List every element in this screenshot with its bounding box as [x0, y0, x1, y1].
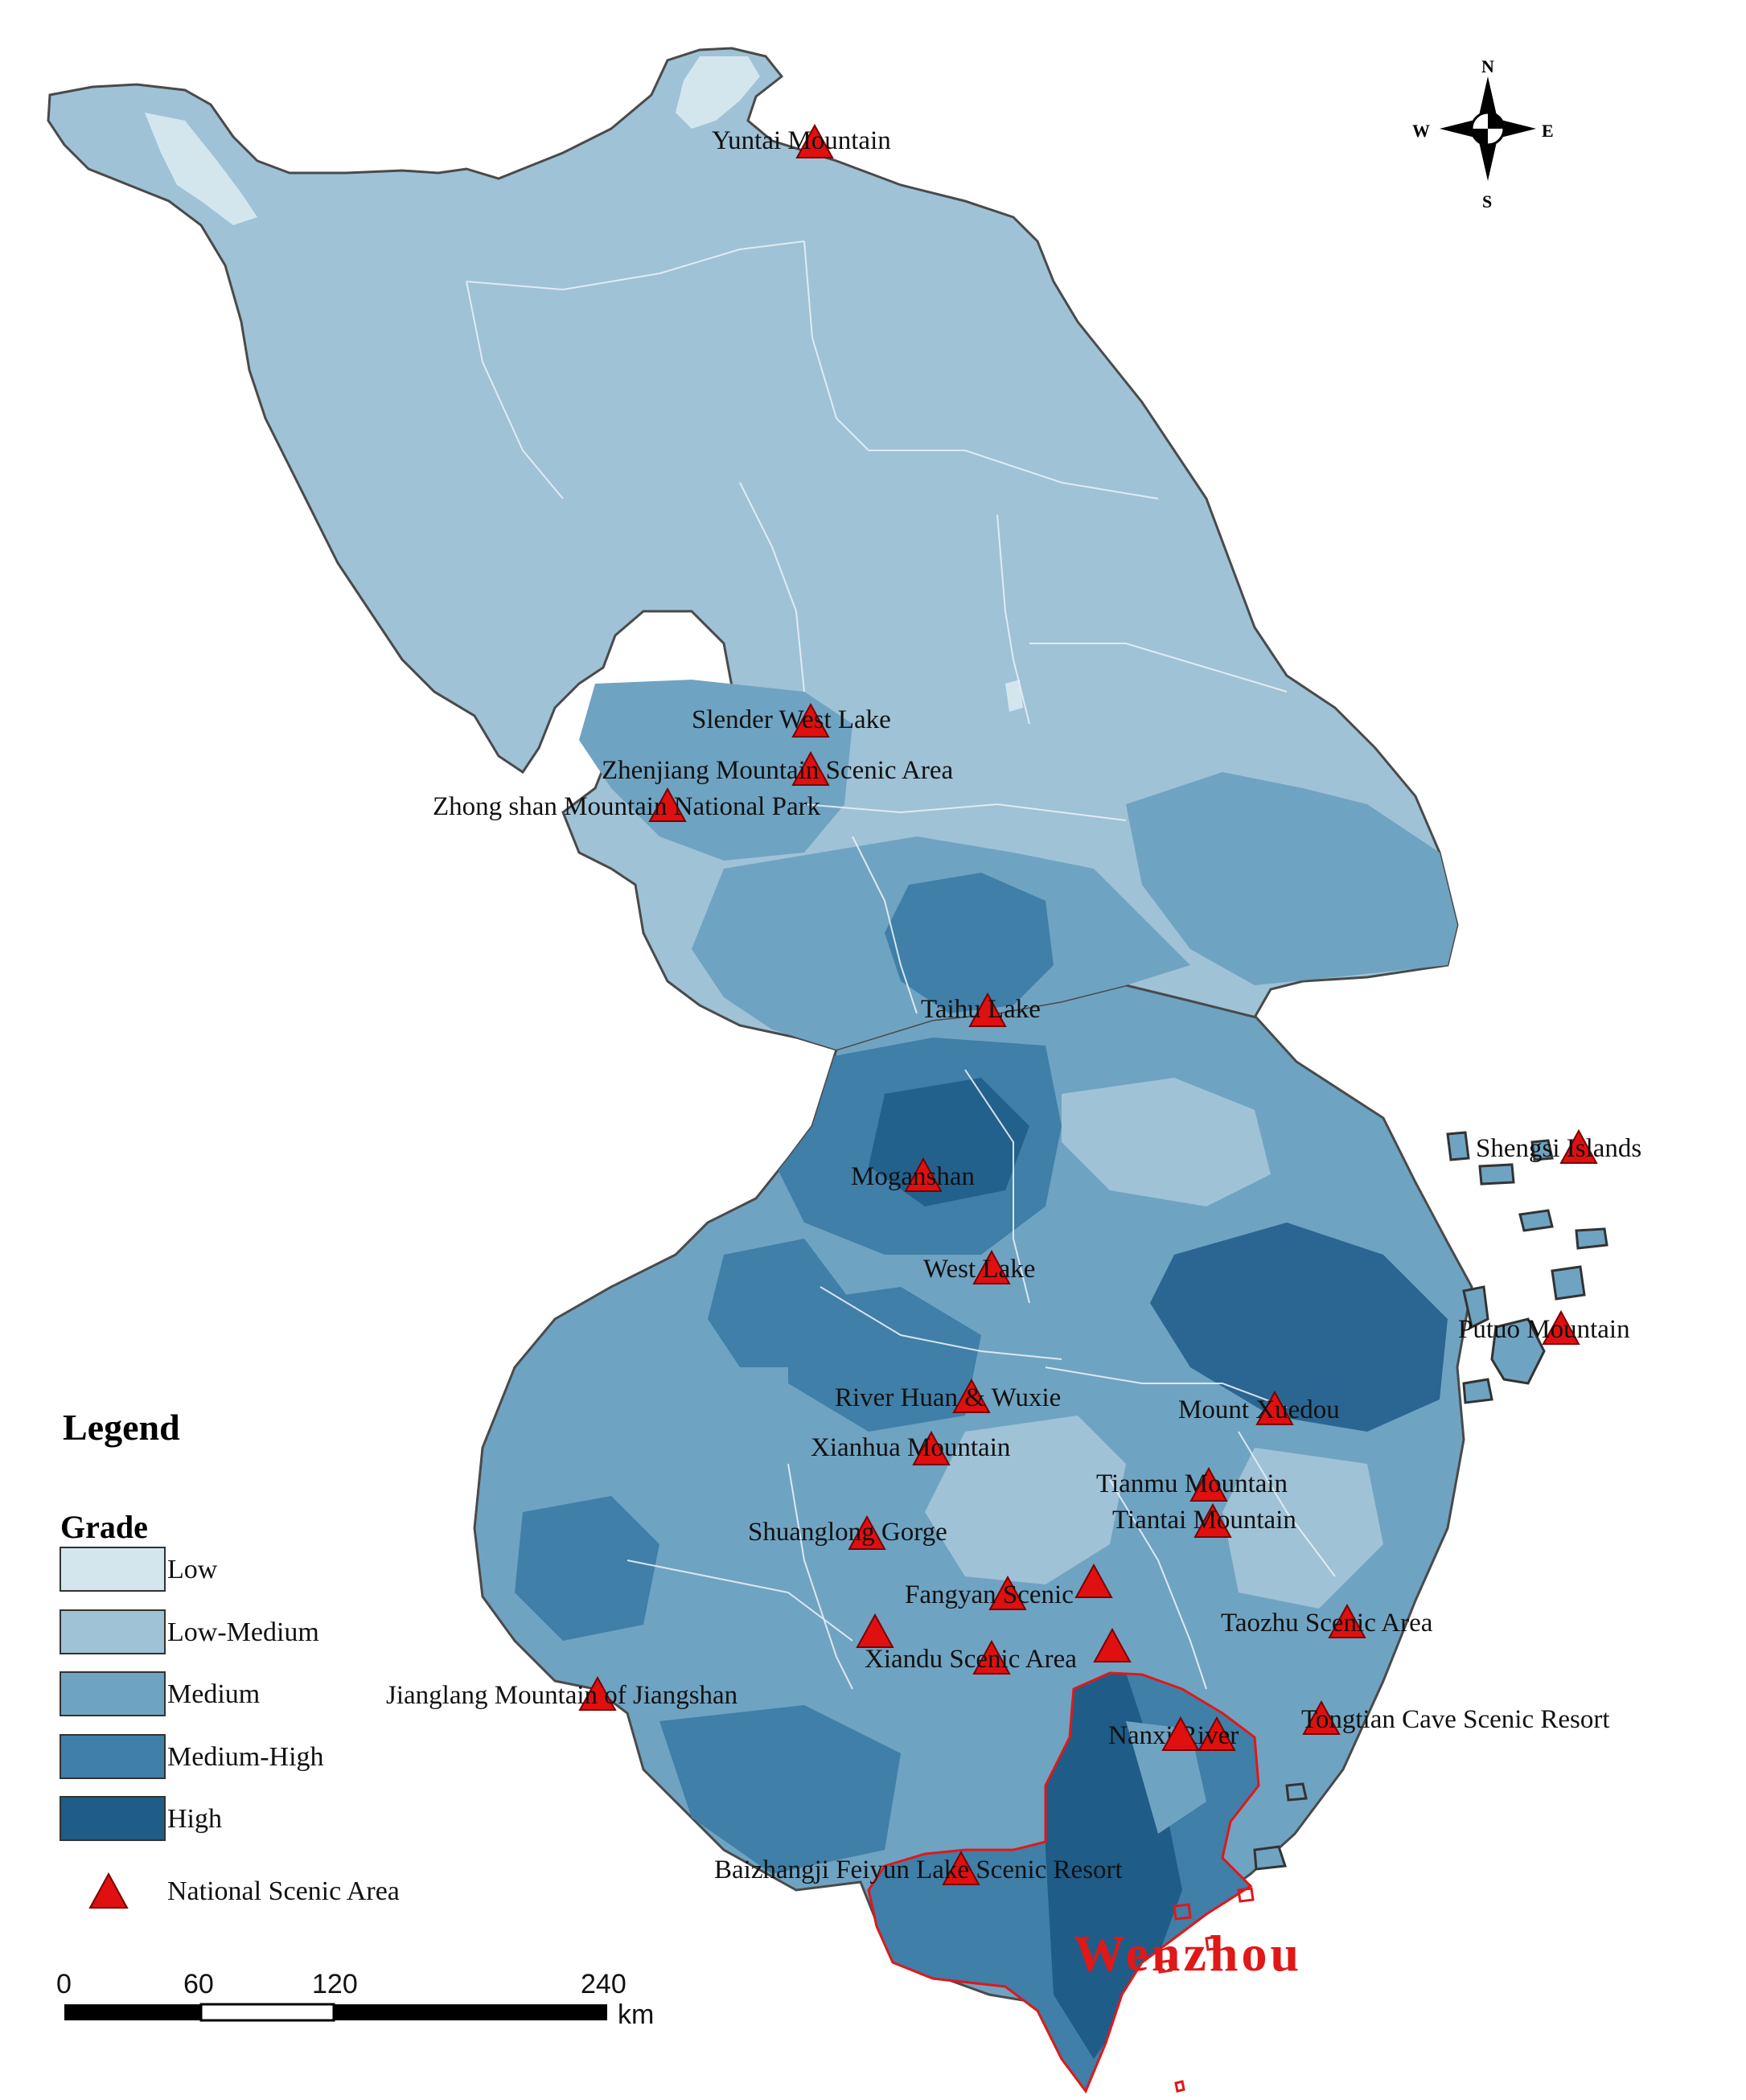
legend: Legend Grade Low Low-Medium Medium Medium-H…: [60, 1407, 400, 1909]
city-boundaries: [466, 240, 1336, 1690]
medium-zone-nanjing: [579, 680, 852, 861]
scenic-area-label: Jianglang Mountain of Jiangshan: [386, 1681, 737, 1710]
scenic-area-label: Fangyan Scenic: [905, 1580, 1074, 1609]
scenic-area-marker-icon: [648, 787, 687, 822]
low-zone-north: [676, 56, 760, 129]
scenic-area-marker-icon: [904, 1157, 943, 1192]
low-zone-central: [1005, 680, 1023, 712]
scenic-area-label: Tiantai Mountain: [1112, 1506, 1296, 1535]
compass-east: E: [1542, 121, 1554, 141]
triangle-marker-icon: [88, 1872, 129, 1909]
offshore-islands: [1253, 1131, 1608, 1871]
scenic-area-marker-icon: [1074, 1563, 1113, 1598]
scenic-area-marker-icon: [952, 1378, 991, 1413]
low-zone-northwest: [145, 113, 257, 225]
zhejiang-grade-patches: [515, 1038, 1448, 1874]
scale-tick-label: 60: [183, 1969, 214, 1999]
legend-items: Low Low-Medium Medium Medium-High High: [60, 1547, 324, 1841]
scale-bar: 0 60 120 240 km: [56, 1969, 654, 2030]
scenic-area-marker-icon: [942, 1850, 980, 1885]
scenic-area-marker-icon: [795, 123, 834, 158]
wenzhou-islands: [1156, 1887, 1255, 2093]
compass-south: S: [1482, 191, 1492, 212]
wenzhou-boundary: [867, 1671, 1260, 2094]
scenic-area-label: Xianhua Mountain: [811, 1433, 1010, 1462]
scenic-area-marker-icon: [791, 702, 830, 738]
scenic-area-marker-icon: [1189, 1466, 1228, 1502]
scenic-area-label: Slender West Lake: [692, 705, 891, 734]
scenic-area-marker-icon: [848, 1514, 886, 1550]
legend-label: Medium-High: [167, 1742, 324, 1772]
scenic-area-marker-icon: [1255, 1390, 1294, 1425]
legend-label: Low-Medium: [167, 1617, 319, 1647]
scenic-area-label: River Huan & Wuxie: [835, 1383, 1061, 1412]
scenic-area-label: Zhong shan Mountain National Park: [433, 792, 821, 821]
wenzhou-label: Wenzhou: [1074, 1925, 1302, 1982]
scenic-area-marker-icon: [1161, 1716, 1200, 1751]
scenic-area-marker-icon: [856, 1613, 894, 1648]
scale-tick-label: 120: [312, 1969, 358, 1999]
scale-tick-label: 240: [581, 1969, 627, 1999]
scenic-area-label: Taozhu Scenic Area: [1221, 1609, 1433, 1638]
scenic-area-label: Taihu Lake: [921, 995, 1041, 1024]
scenic-area-label: Zhenjiang Mountain Scenic Area: [602, 756, 953, 785]
scenic-area-label: Shengsi Islands: [1476, 1134, 1641, 1163]
compass-north: N: [1481, 56, 1494, 76]
mediumhigh-zone-taihu: [885, 873, 1054, 1013]
scenic-area-label: Putuo Mountain: [1458, 1315, 1630, 1344]
legend-swatch: [60, 1609, 166, 1654]
north-arrow-icon: N S E W: [1412, 56, 1554, 212]
scenic-area-label: West Lake: [923, 1255, 1035, 1284]
scenic-area-label: Baizhangji Feiyun Lake Scenic Resort: [714, 1855, 1123, 1884]
legend-marker-label: National Scenic Area: [167, 1876, 400, 1906]
scenic-area-label: Tianmu Mountain: [1096, 1469, 1288, 1498]
scale-segment: [199, 2003, 335, 2022]
scenic-area-marker-icon: [1328, 1603, 1366, 1638]
scenic-area-label: Moganshan: [851, 1162, 975, 1191]
legend-label: Low: [167, 1555, 218, 1584]
scenic-area-marker-icon: [1302, 1699, 1341, 1735]
scale-segment: [64, 2004, 201, 2020]
scale-unit: km: [618, 1999, 654, 2030]
scenic-area-label: Xiandu Scenic Area: [865, 1645, 1077, 1674]
scenic-area-marker-icon: [972, 1639, 1011, 1675]
legend-subtitle: Grade: [60, 1509, 148, 1545]
scale-tick-label: 0: [56, 1969, 72, 1999]
legend-title: Legend: [63, 1407, 180, 1448]
scenic-area-marker-icon: [972, 1249, 1011, 1284]
scenic-area-marker-icon: [988, 1575, 1027, 1610]
scenic-area-marker-icon: [1559, 1128, 1598, 1164]
legend-swatch: [60, 1796, 166, 1841]
legend-swatch: [60, 1671, 166, 1716]
compass-west: W: [1412, 121, 1430, 141]
scenic-area-markers: Yuntai Mountain Slender West Lake Zhenjian…: [386, 123, 1641, 1885]
legend-marker-item: National Scenic Area: [88, 1872, 400, 1909]
legend-swatch: [60, 1734, 166, 1779]
medium-zone-east: [1126, 772, 1457, 985]
scenic-area-label: Mount Xuedou: [1178, 1395, 1340, 1424]
scenic-area-marker-icon: [1093, 1627, 1132, 1662]
scenic-area-label: Shuanglong Gorge: [748, 1518, 947, 1547]
scenic-area-marker-icon: [1198, 1716, 1236, 1751]
legend-label: High: [167, 1804, 222, 1834]
scenic-area-marker-icon: [1193, 1502, 1232, 1538]
scenic-area-label: Yuntai Mountain: [712, 126, 891, 155]
scenic-area-marker-icon: [968, 992, 1007, 1027]
scenic-area-label: Tongtian Cave Scenic Resort: [1301, 1705, 1610, 1734]
legend-swatch: [60, 1547, 166, 1592]
scenic-area-marker-icon: [1542, 1309, 1580, 1345]
scale-segment: [334, 2004, 607, 2020]
scenic-area-marker-icon: [578, 1675, 617, 1711]
scenic-area-marker-icon: [912, 1430, 951, 1465]
scenic-area-marker-icon: [791, 750, 830, 786]
legend-label: Medium: [167, 1679, 260, 1709]
